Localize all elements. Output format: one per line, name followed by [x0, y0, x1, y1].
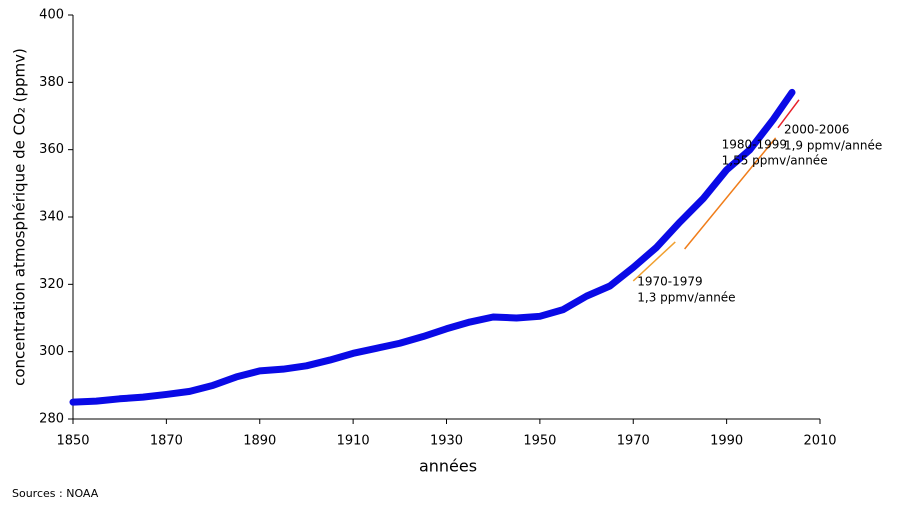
y-tick-label: 320: [39, 277, 64, 292]
x-tick-label: 1970: [617, 434, 650, 449]
trend-period: 2000-2006: [784, 122, 849, 136]
y-tick-label: 280: [39, 412, 64, 427]
source: Sources : NOAA: [12, 487, 99, 500]
y-tick-label: 400: [39, 8, 64, 23]
trend-rate: 1,3 ppmv/année: [637, 290, 735, 304]
y-tick-label: 380: [39, 75, 64, 90]
co2-line: [69, 88, 796, 406]
x-tick-label: 1850: [56, 434, 89, 449]
x-tick-label: 1890: [243, 434, 276, 449]
trend-rate: 1,55 ppmv/année: [722, 153, 828, 167]
x-tick-label: 1910: [337, 434, 370, 449]
trend-period: 1970-1979: [637, 274, 702, 288]
y-axis-label: concentration atmosphérique de CO₂ (ppmv…: [11, 48, 29, 386]
trend-period: 1980-1999: [722, 137, 787, 151]
trend-line: [777, 99, 800, 129]
trend-rate: 1,9 ppmv/année: [784, 138, 882, 152]
x-tick-label: 1930: [430, 434, 463, 449]
x-tick-label: 1870: [150, 434, 183, 449]
y-tick-label: 340: [39, 210, 64, 225]
x-tick-label: 2010: [803, 434, 836, 449]
trend-line: [632, 241, 676, 282]
x-tick-label: 1990: [710, 434, 743, 449]
x-axis-label: années: [419, 457, 477, 476]
y-tick-label: 360: [39, 142, 64, 157]
x-tick-label: 1950: [523, 434, 556, 449]
trend-line: [684, 137, 777, 250]
y-tick-label: 300: [39, 344, 64, 359]
